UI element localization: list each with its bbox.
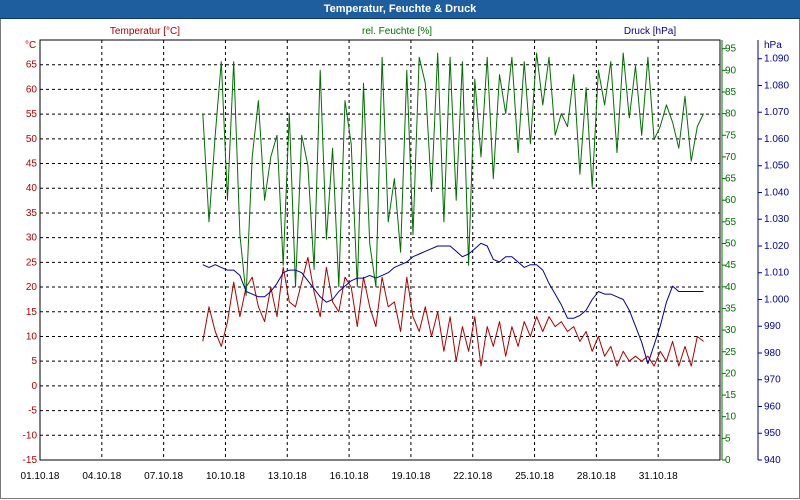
hum-tick-label: 55 — [725, 217, 737, 228]
hum-tick-label: 85 — [725, 87, 737, 98]
hum-tick-label: 75 — [725, 130, 737, 141]
grid — [39, 39, 721, 461]
hum-tick-label: 65 — [725, 174, 737, 185]
x-tick-label: 25.10.18 — [515, 471, 554, 482]
temp-tick-label: 20 — [26, 282, 38, 293]
axes: 01.10.18 04.10.18 07.10.18 10.10.18 13.10.18… — [21, 40, 789, 482]
press-tick-label: 990 — [764, 321, 781, 332]
press-tick-label: 970 — [764, 375, 781, 386]
hum-tick-label: 25 — [725, 347, 737, 358]
x-tick-label: 31.10.18 — [639, 471, 678, 482]
x-tick-label: 10.10.18 — [206, 471, 245, 482]
title-bar: Temperatur, Feuchte & Druck — [0, 0, 800, 19]
press-tick-label: 940 — [764, 455, 781, 466]
series-line-press — [202, 242, 704, 365]
series-group — [202, 52, 704, 367]
hum-tick-label: 95 — [725, 44, 737, 55]
press-tick-label: 1.010 — [764, 268, 789, 279]
temp-tick-label: -5 — [28, 406, 37, 417]
legend-item: Druck [hPa] — [624, 26, 676, 37]
x-tick-label: 07.10.18 — [144, 471, 183, 482]
press-tick-label: 1.090 — [764, 54, 789, 65]
press-tick-label: 1.060 — [764, 134, 789, 145]
temp-tick-label: 30 — [26, 233, 38, 244]
series-line-temp — [202, 256, 704, 367]
temp-axis-unit: °C — [25, 40, 36, 51]
press-tick-label: 950 — [764, 428, 781, 439]
temp-tick-label: 55 — [26, 109, 38, 120]
x-tick-label: 01.10.18 — [21, 471, 60, 482]
press-tick-label: 980 — [764, 348, 781, 359]
temp-tick-label: -10 — [23, 430, 38, 441]
temp-tick-label: 10 — [26, 331, 38, 342]
chart-title: Temperatur, Feuchte & Druck — [323, 3, 477, 15]
temp-tick-label: 65 — [26, 60, 38, 71]
hum-tick-label: 40 — [725, 282, 737, 293]
press-tick-label: 1.070 — [764, 107, 789, 118]
temp-tick-label: 45 — [26, 159, 38, 170]
hum-tick-label: 90 — [725, 65, 737, 76]
press-tick-label: 1.000 — [764, 294, 789, 305]
hum-tick-label: 80 — [725, 109, 737, 120]
hum-tick-label: 0 — [725, 455, 731, 466]
legend-item: rel. Feuchte [%] — [362, 26, 432, 37]
legend-item: Temperatur [°C] — [110, 26, 180, 37]
temp-tick-label: 60 — [26, 84, 38, 95]
hum-tick-label: 5 — [725, 433, 731, 444]
temp-tick-label: 5 — [31, 356, 37, 367]
temp-tick-label: 50 — [26, 134, 38, 145]
hum-tick-label: 35 — [725, 303, 737, 314]
temp-tick-label: 40 — [26, 183, 38, 194]
hum-tick-label: 10 — [725, 412, 737, 423]
press-tick-label: 1.050 — [764, 161, 789, 172]
hum-tick-label: 60 — [725, 195, 737, 206]
plot-border — [39, 39, 721, 461]
temp-tick-label: 0 — [31, 381, 37, 392]
press-tick-label: 1.040 — [764, 187, 789, 198]
hum-tick-label: 20 — [725, 368, 737, 379]
x-tick-label: 19.10.18 — [391, 471, 430, 482]
x-tick-label: 28.10.18 — [577, 471, 616, 482]
press-tick-label: 1.030 — [764, 214, 789, 225]
press-axis-unit: hPa — [764, 40, 782, 51]
hum-tick-label: 50 — [725, 239, 737, 250]
press-tick-label: 1.020 — [764, 241, 789, 252]
temp-tick-label: 15 — [26, 307, 38, 318]
x-tick-label: 04.10.18 — [82, 471, 121, 482]
x-tick-label: 22.10.18 — [453, 471, 492, 482]
press-tick-label: 1.080 — [764, 80, 789, 91]
hum-tick-label: 15 — [725, 390, 737, 401]
temp-tick-label: 25 — [26, 257, 38, 268]
series-line-hum — [202, 52, 704, 296]
press-tick-label: 960 — [764, 401, 781, 412]
hum-tick-label: 30 — [725, 325, 737, 336]
x-tick-label: 16.10.18 — [330, 471, 369, 482]
hum-tick-label: 70 — [725, 152, 737, 163]
legend: Temperatur [°C] rel. Feuchte [%] Druck [hP… — [110, 26, 676, 37]
x-tick-label: 13.10.18 — [268, 471, 307, 482]
temp-tick-label: -15 — [23, 455, 38, 466]
hum-tick-label: 45 — [725, 260, 737, 271]
temp-tick-label: 35 — [26, 208, 38, 219]
